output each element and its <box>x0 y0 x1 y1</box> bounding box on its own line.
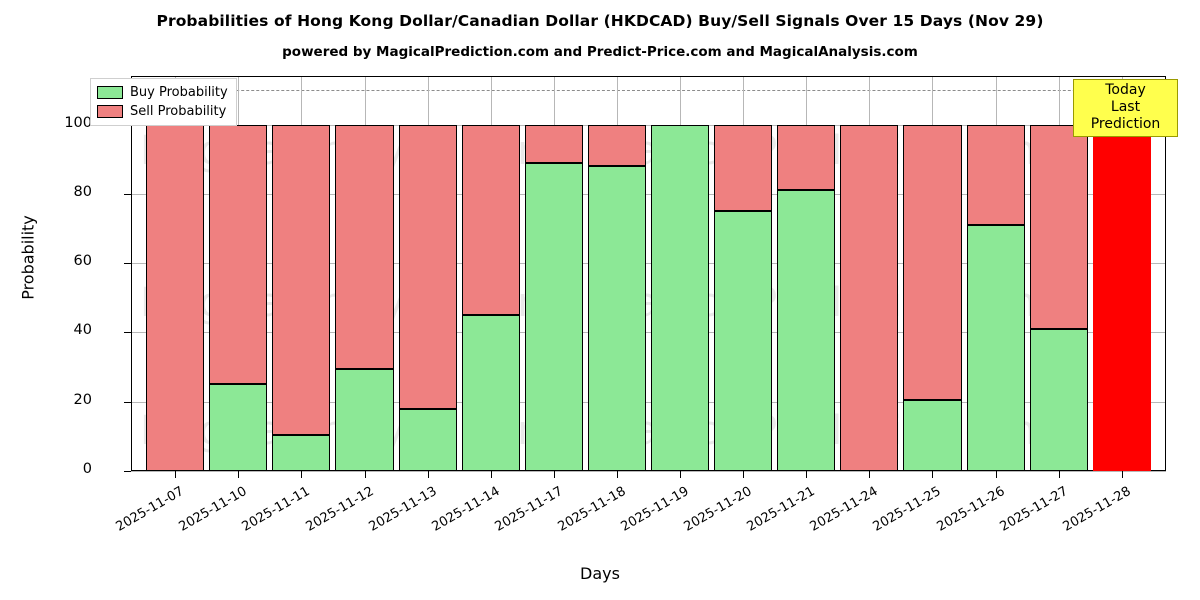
bar-segment-sell <box>524 124 583 163</box>
bar-segment-buy <box>398 408 457 471</box>
bar-segment-sell <box>966 124 1025 225</box>
x-tick-mark <box>301 471 303 478</box>
x-tick-mark <box>364 471 366 478</box>
x-tick-mark <box>553 471 555 478</box>
y-tick-mark <box>124 193 131 195</box>
reference-line <box>131 89 1166 91</box>
bar-segment-today <box>1092 124 1151 471</box>
bar-segment-sell <box>335 124 394 369</box>
bar-segment-sell <box>777 124 836 191</box>
gridline-horizontal <box>131 193 1166 195</box>
bar-2025-11-12[interactable] <box>335 76 394 471</box>
x-tick-mark <box>1121 471 1123 478</box>
bar-segment-sell <box>272 124 331 435</box>
bar-segment-sell <box>587 124 646 167</box>
bar-2025-11-14[interactable] <box>461 76 520 471</box>
bar-2025-11-18[interactable] <box>587 76 646 471</box>
gridline-horizontal <box>131 471 1166 472</box>
bar-segment-sell <box>903 124 962 400</box>
bar-2025-11-26[interactable] <box>966 76 1025 471</box>
today-line-1: Today <box>1105 82 1146 98</box>
x-tick-mark <box>427 471 429 478</box>
bar-segment-sell <box>461 124 520 316</box>
bar-2025-11-24[interactable] <box>840 76 899 471</box>
y-tick-mark <box>124 332 131 334</box>
gridline-horizontal <box>131 263 1166 265</box>
y-tick-label: 80 <box>73 183 92 200</box>
chart-title: Probabilities of Hong Kong Dollar/Canadi… <box>156 12 1044 30</box>
y-tick-mark <box>124 471 131 472</box>
bar-segment-buy <box>903 399 962 471</box>
bar-2025-11-17[interactable] <box>524 76 583 471</box>
y-tick-label: 0 <box>82 461 92 477</box>
today-annotation: Today Last Prediction <box>1073 79 1178 137</box>
bar-2025-11-10[interactable] <box>209 76 268 471</box>
legend-label-sell: Sell Probability <box>130 104 227 119</box>
legend-item-buy: Buy Probability <box>97 83 228 102</box>
bar-segment-sell <box>840 124 899 471</box>
bar-segment-buy <box>272 434 331 471</box>
y-tick-mark <box>124 263 131 265</box>
bar-2025-11-11[interactable] <box>272 76 331 471</box>
bar-segment-sell <box>714 124 773 212</box>
gridline-horizontal <box>131 124 1166 126</box>
bar-segment-buy <box>651 124 710 471</box>
bar-segment-buy <box>777 190 836 471</box>
x-tick-mark <box>869 471 871 478</box>
bar-segment-buy <box>209 384 268 471</box>
bar-2025-11-13[interactable] <box>398 76 457 471</box>
x-tick-mark <box>1058 471 1060 478</box>
gridline-horizontal <box>131 332 1166 334</box>
y-tick-label: 40 <box>73 322 92 339</box>
y-tick-label: 20 <box>73 391 92 408</box>
x-tick-mark <box>680 471 682 478</box>
today-line-2: Last Prediction <box>1090 99 1161 132</box>
bar-segment-buy <box>335 368 394 471</box>
y-tick-label: 60 <box>73 253 92 270</box>
x-tick-mark <box>995 471 997 478</box>
bar-segment-buy <box>524 162 583 471</box>
bar-2025-11-27[interactable] <box>1029 76 1088 471</box>
bar-segment-buy <box>587 166 646 471</box>
x-tick-mark <box>616 471 618 478</box>
chart-subtitle: powered by MagicalPrediction.com and Pre… <box>282 44 918 60</box>
x-tick-mark <box>932 471 934 478</box>
y-tick-label: 100 <box>64 114 92 131</box>
gridline-horizontal <box>131 401 1166 403</box>
bar-segment-sell <box>209 124 268 385</box>
bar-2025-11-20[interactable] <box>714 76 773 471</box>
bar-segment-buy <box>1029 328 1088 471</box>
bar-segment-buy <box>461 315 520 471</box>
bar-segment-sell <box>146 124 205 471</box>
bar-2025-11-25[interactable] <box>903 76 962 471</box>
legend-label-buy: Buy Probability <box>130 85 228 100</box>
x-tick-mark <box>743 471 745 478</box>
bar-2025-11-07[interactable] <box>146 76 205 471</box>
x-tick-mark <box>806 471 808 478</box>
x-axis-label: Days <box>580 564 620 583</box>
x-tick-mark <box>490 471 492 478</box>
bar-2025-11-19[interactable] <box>651 76 710 471</box>
bar-2025-11-28[interactable] <box>1092 76 1151 471</box>
y-tick-mark <box>124 401 131 403</box>
legend-swatch-buy <box>97 86 123 99</box>
bar-segment-buy <box>966 224 1025 471</box>
bar-segment-sell <box>1029 124 1088 329</box>
x-tick-mark <box>238 471 240 478</box>
legend-swatch-sell <box>97 105 123 118</box>
legend-item-sell: Sell Probability <box>97 102 228 121</box>
legend: Buy Probability Sell Probability <box>90 78 237 126</box>
bar-segment-buy <box>714 211 773 471</box>
bar-segment-sell <box>398 124 457 409</box>
x-tick-mark <box>175 471 177 478</box>
bar-2025-11-21[interactable] <box>777 76 836 471</box>
